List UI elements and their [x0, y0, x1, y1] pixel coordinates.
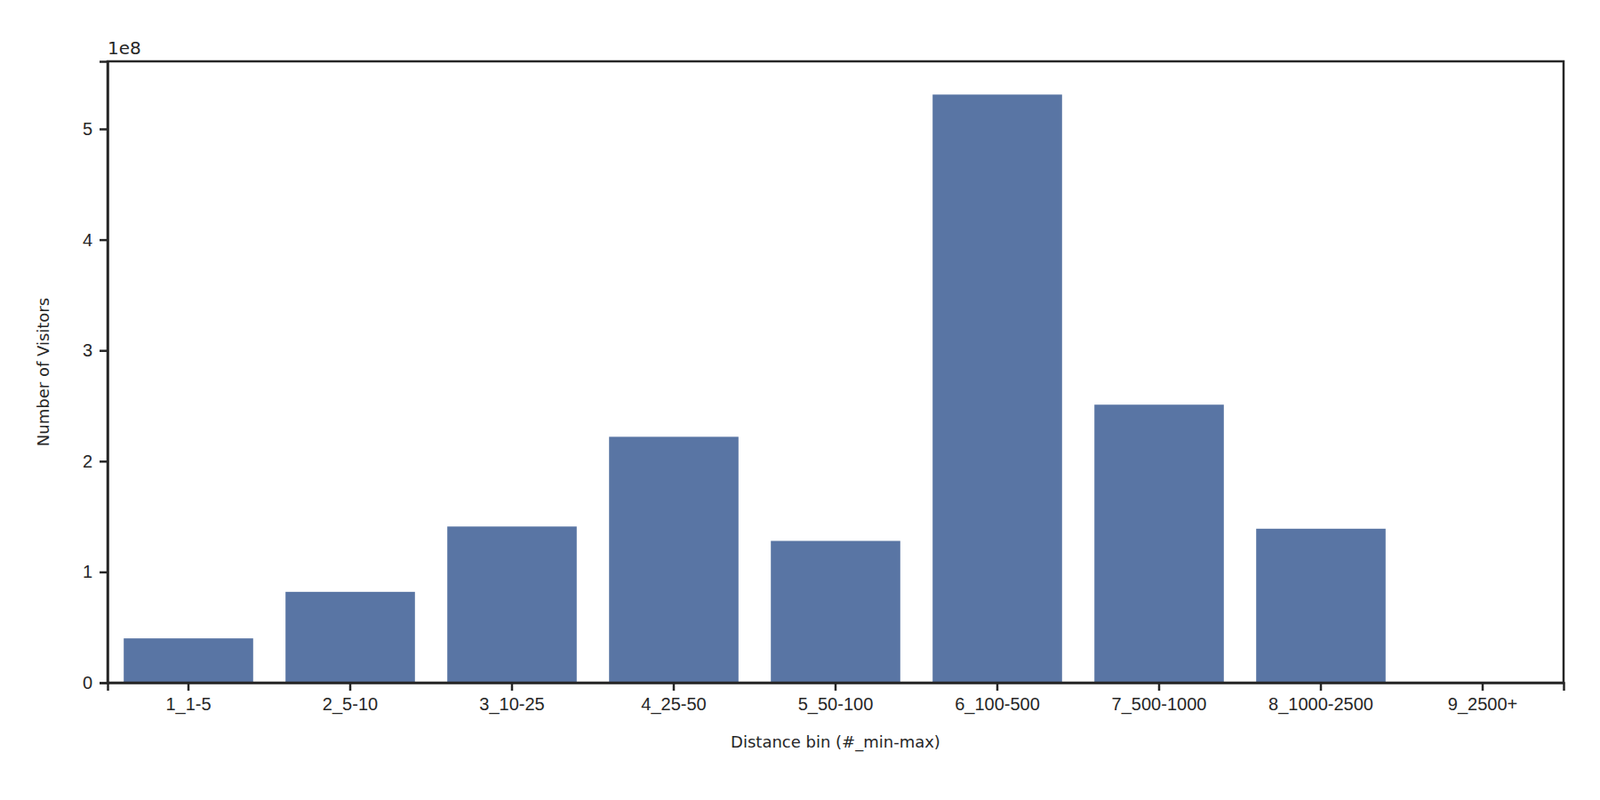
y-tick-mark [99, 571, 108, 575]
bars [123, 94, 1386, 683]
x-tick: 3_10-25 [479, 682, 544, 715]
bar [1256, 528, 1386, 683]
y-tick-mark [99, 349, 108, 352]
y-tick-mark [99, 681, 108, 685]
x-tick-mark [1481, 682, 1485, 691]
x-tick: 7_500-1000 [1112, 682, 1208, 715]
bar [285, 592, 416, 683]
y-tick-label: 4 [82, 230, 93, 250]
y-tick-mark [99, 460, 108, 464]
y-tick-label: 0 [82, 672, 93, 693]
axis-offset-label: 1e8 [107, 37, 142, 59]
bar [1094, 404, 1224, 683]
x-tick-label: 6_100-500 [954, 694, 1040, 715]
x-tick-label: 3_10-25 [479, 694, 544, 715]
bar [447, 526, 577, 683]
frame [107, 61, 1564, 683]
y-tick-label: 3 [82, 340, 93, 360]
x-tick: 9_2500+ [1448, 682, 1518, 715]
bar [608, 436, 739, 683]
x-tick-mark [834, 682, 838, 691]
x-tick-mark [1320, 682, 1323, 691]
y-tick-label: 1 [82, 561, 93, 582]
bar [932, 94, 1063, 683]
x-tick-mark [672, 682, 676, 691]
x-tick: 2_5-10 [322, 682, 378, 715]
y-tick: 5 [82, 119, 108, 139]
x-tick-mark [996, 682, 1000, 691]
x-tick-mark [187, 682, 191, 691]
y-tick-label: 5 [82, 119, 93, 139]
bar [123, 638, 254, 683]
x-tick-mark [511, 682, 514, 691]
x-tick-label: 9_2500+ [1448, 694, 1518, 715]
x-tick-label: 2_5-10 [322, 694, 378, 715]
x-tick: 6_100-500 [954, 682, 1040, 715]
x-tick-label: 1_1-5 [165, 694, 211, 715]
x-tick: 5_50-100 [798, 682, 874, 715]
y-tick-label: 2 [82, 451, 93, 472]
x-tick: 4_25-50 [640, 682, 706, 715]
y-tick: 2 [82, 451, 108, 472]
x-tick-mark [349, 682, 352, 691]
x-axis-title: Distance bin (#_min-max) [730, 732, 941, 752]
y-axis: 0 1 2 3 4 5 [82, 62, 109, 693]
x-axis: 1_1-5 2_5-10 3_10-25 4_25-50 5_50-100 6_100-5… [108, 682, 1565, 715]
bar [770, 541, 901, 683]
x-tick-mark [1158, 682, 1161, 691]
y-tick: 4 [82, 230, 108, 250]
y-tick: 3 [82, 340, 108, 360]
x-tick: 1_1-5 [165, 682, 211, 715]
x-tick-label: 5_50-100 [798, 694, 874, 715]
y-tick: 0 [82, 672, 108, 693]
chart: 0 1 2 3 4 5 1_1-5 2_5-10 3_10-25 4_25-50 5_50-100 6… [0, 0, 1600, 800]
y-tick: 1 [82, 561, 108, 582]
x-tick: 8_1000-2500 [1268, 682, 1374, 715]
y-axis-title: Number of Visitors [33, 297, 53, 447]
x-tick-label: 8_1000-2500 [1268, 694, 1374, 715]
y-tick-mark [99, 128, 108, 131]
y-tick-mark [99, 239, 108, 242]
plot: 0 1 2 3 4 5 1_1-5 2_5-10 3_10-25 4_25-50 5_50-100 6… [82, 61, 1565, 715]
x-tick-label: 7_500-1000 [1112, 694, 1208, 715]
x-axis-line [108, 683, 1565, 692]
x-tick-label: 4_25-50 [640, 694, 706, 715]
